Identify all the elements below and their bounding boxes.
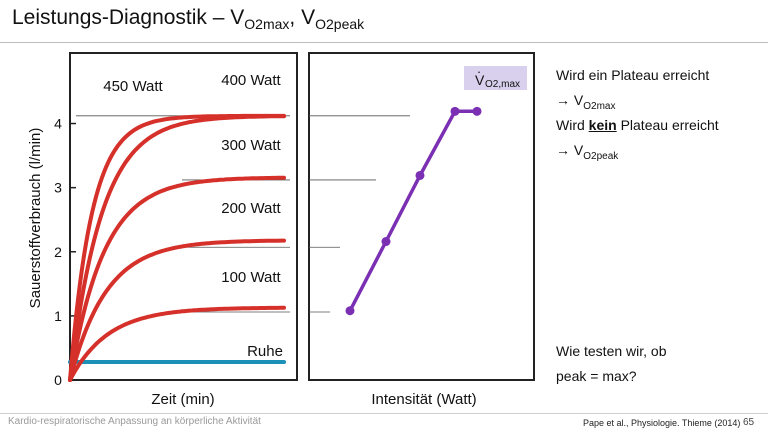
note-question-1: Wie testen wir, ob <box>556 343 667 359</box>
y-tick-label-4: 4 <box>54 116 62 132</box>
vo2max-annotation-sub: O2,max <box>485 79 520 90</box>
intensity-point-100 <box>345 306 355 316</box>
note-vo2peak-sub: O2peak <box>583 150 619 162</box>
title-sub-vo2max: O2max <box>244 16 290 33</box>
vo2max-annotation-dot: · <box>477 64 481 79</box>
curve-label-300-watt: 300 Watt <box>221 137 281 154</box>
title-sub-vo2peak: O2peak <box>315 16 365 33</box>
vo2max-annotation-box <box>464 66 527 90</box>
curve-100-watt <box>68 305 286 382</box>
note-kein: kein <box>588 117 617 133</box>
note-arrow-2: → V <box>556 142 584 158</box>
intensity-point-450 <box>472 106 482 116</box>
note-no-plateau: Wird kein Plateau erreicht <box>556 117 719 133</box>
curve-label-450-watt: 450 Watt <box>103 78 163 95</box>
left-x-axis-label: Zeit (min) <box>151 391 214 408</box>
vo2max-annotation-v: V <box>475 72 485 88</box>
y-tick-label-1: 1 <box>54 308 62 324</box>
footer-divider <box>0 413 768 414</box>
footer-course-title: Kardio-respiratorische Anpassung an körp… <box>8 416 261 427</box>
curve-300-watt <box>68 175 286 382</box>
title-mid: , V <box>289 6 316 29</box>
curve-label-100-watt: 100 Watt <box>221 269 281 286</box>
note-vo2max: → VO2max <box>556 92 615 112</box>
y-axis-label: Sauerstoffverbrauch (l/min) <box>27 128 44 309</box>
intensity-point-300 <box>415 170 425 180</box>
y-tick-label-2: 2 <box>54 244 62 260</box>
right-series <box>345 106 482 316</box>
note-vo2max-sub: O2max <box>583 100 616 112</box>
curve-label-ruhe: Ruhe <box>247 343 283 360</box>
curve-450-watt <box>68 113 286 382</box>
note-arrow: → V <box>556 92 584 108</box>
curve-label-400-watt: 400 Watt <box>221 72 281 89</box>
note-no-plateau-pre: Wird <box>556 117 589 133</box>
title-prefix: Leistungs-Diagnostik – V <box>12 6 245 29</box>
right-panel-frame <box>308 52 535 381</box>
left-panel-frame <box>69 52 298 381</box>
right-reference-lines <box>309 115 410 313</box>
intensity-point-400 <box>450 106 460 116</box>
page-number: 65 <box>743 417 755 428</box>
vo2max-annotation: V · O2,max <box>464 64 527 90</box>
right-x-axis-label: Intensität (Watt) <box>371 391 476 408</box>
note-question-2: peak = max? <box>556 368 637 384</box>
note-no-plateau-post: Plateau erreicht <box>616 117 719 133</box>
y-tick-label-0: 0 <box>54 372 62 388</box>
left-curves: Ruhe 100 Watt 200 Watt 300 Watt 400 Watt 450 … <box>68 72 286 382</box>
note-vo2peak: → VO2peak <box>556 142 618 162</box>
curve-label-200-watt: 200 Watt <box>221 200 281 217</box>
intensity-point-200 <box>381 237 391 247</box>
note-plateau-reached: Wird ein Plateau erreicht <box>556 67 710 83</box>
slide-title: Leistungs-Diagnostik – VO2max, VO2peak <box>12 6 364 32</box>
intensity-series-line <box>348 109 477 312</box>
footer-citation: Pape et al., Physiologie. Thieme (2014) <box>583 418 741 428</box>
y-tick-label-3: 3 <box>54 180 62 196</box>
title-divider <box>0 42 768 43</box>
curve-200-watt <box>68 238 286 382</box>
